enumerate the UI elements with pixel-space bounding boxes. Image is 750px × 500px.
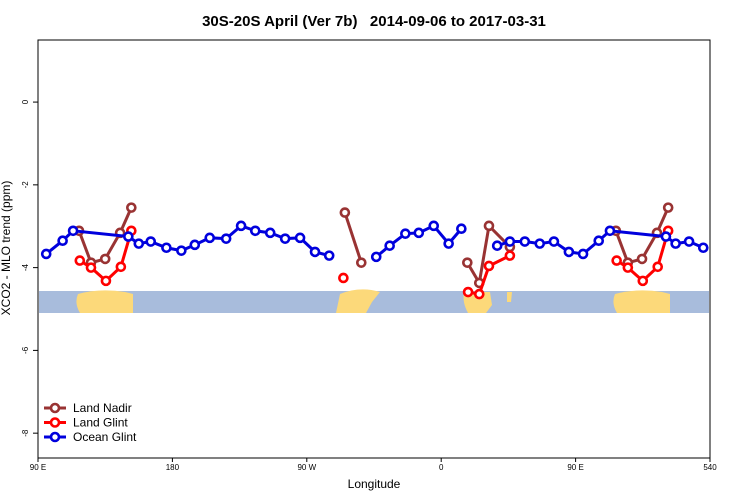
data-point bbox=[483, 260, 495, 272]
data-point bbox=[67, 225, 79, 237]
data-point bbox=[356, 257, 367, 268]
land-patch bbox=[463, 292, 492, 313]
data-point bbox=[115, 261, 127, 273]
data-point bbox=[40, 248, 52, 260]
x-tick-label: 90 W bbox=[297, 463, 316, 472]
x-tick-label: 90 E bbox=[30, 463, 46, 472]
data-point bbox=[662, 202, 674, 213]
data-point bbox=[413, 227, 425, 239]
data-point bbox=[622, 262, 634, 273]
data-point bbox=[611, 255, 622, 266]
data-point bbox=[85, 262, 97, 273]
land-patch bbox=[336, 289, 380, 313]
data-point bbox=[637, 275, 649, 287]
x-axis-label: Longitude bbox=[348, 477, 401, 491]
data-point bbox=[294, 232, 306, 244]
data-point bbox=[636, 253, 648, 265]
data-point bbox=[126, 202, 137, 213]
chart-title: 30S-20S April (Ver 7b) 2014-09-06 to 201… bbox=[202, 13, 546, 30]
legend-marker bbox=[49, 402, 61, 414]
data-point bbox=[338, 272, 349, 284]
data-point bbox=[74, 255, 86, 266]
x-tick-label: 0 bbox=[439, 463, 444, 472]
data-point bbox=[145, 236, 157, 247]
y-tick-label: 0 bbox=[21, 99, 30, 104]
data-point bbox=[428, 220, 440, 232]
data-point bbox=[123, 231, 134, 242]
data-point bbox=[683, 236, 695, 247]
data-point bbox=[483, 220, 495, 232]
y-tick-label: -8 bbox=[21, 429, 30, 437]
data-point bbox=[670, 238, 681, 249]
data-point bbox=[519, 236, 531, 247]
y-axis-label: XCO2 - MLO trend (ppm) bbox=[0, 181, 13, 316]
legend-label: Land Glint bbox=[73, 416, 128, 430]
data-point bbox=[577, 248, 589, 260]
data-point bbox=[462, 257, 473, 268]
y-tick-label: -2 bbox=[21, 181, 30, 189]
land-patch bbox=[507, 292, 512, 302]
data-point bbox=[161, 242, 172, 254]
data-point bbox=[697, 242, 709, 254]
data-point bbox=[100, 275, 112, 287]
y-tick-label: -4 bbox=[21, 264, 30, 272]
data-point bbox=[99, 253, 111, 265]
data-point bbox=[534, 238, 546, 249]
data-point bbox=[491, 240, 503, 251]
legend-marker bbox=[49, 417, 61, 428]
data-point bbox=[504, 250, 516, 261]
data-point bbox=[473, 288, 485, 300]
data-point bbox=[279, 233, 291, 244]
legend-label: Ocean Glint bbox=[73, 430, 137, 444]
legend-marker bbox=[49, 431, 61, 443]
data-point bbox=[370, 251, 382, 263]
series-line bbox=[79, 230, 670, 296]
data-point bbox=[563, 246, 575, 258]
data-point bbox=[652, 261, 664, 273]
land-mask bbox=[39, 289, 709, 313]
data-point bbox=[456, 223, 467, 235]
land-patch bbox=[76, 290, 133, 313]
data-point bbox=[309, 246, 321, 258]
data-point bbox=[176, 245, 187, 256]
x-tick-label: 90 E bbox=[567, 463, 583, 472]
data-point bbox=[548, 236, 560, 247]
data-point bbox=[57, 235, 68, 247]
y-tick-label: -6 bbox=[21, 346, 30, 354]
x-tick-label: 180 bbox=[166, 463, 180, 472]
data-point bbox=[204, 232, 216, 244]
data-point bbox=[384, 240, 395, 251]
data-point bbox=[235, 220, 247, 232]
data-point bbox=[660, 231, 672, 242]
data-point bbox=[220, 233, 232, 244]
data-point bbox=[593, 235, 605, 247]
data-point bbox=[264, 227, 276, 239]
data-point bbox=[400, 228, 411, 239]
data-point bbox=[443, 238, 454, 249]
data-point bbox=[133, 238, 145, 249]
data-point bbox=[462, 286, 474, 298]
data-point bbox=[189, 239, 201, 251]
data-point bbox=[504, 236, 516, 247]
data-point bbox=[323, 250, 335, 261]
x-tick-label: 540 bbox=[703, 463, 717, 472]
land-patch bbox=[613, 290, 670, 313]
ocean-band bbox=[39, 291, 709, 313]
data-point bbox=[339, 207, 351, 218]
plot-frame bbox=[37, 39, 711, 459]
legend-label: Land Nadir bbox=[73, 401, 132, 415]
data-point bbox=[604, 225, 616, 237]
data-point bbox=[249, 225, 261, 237]
